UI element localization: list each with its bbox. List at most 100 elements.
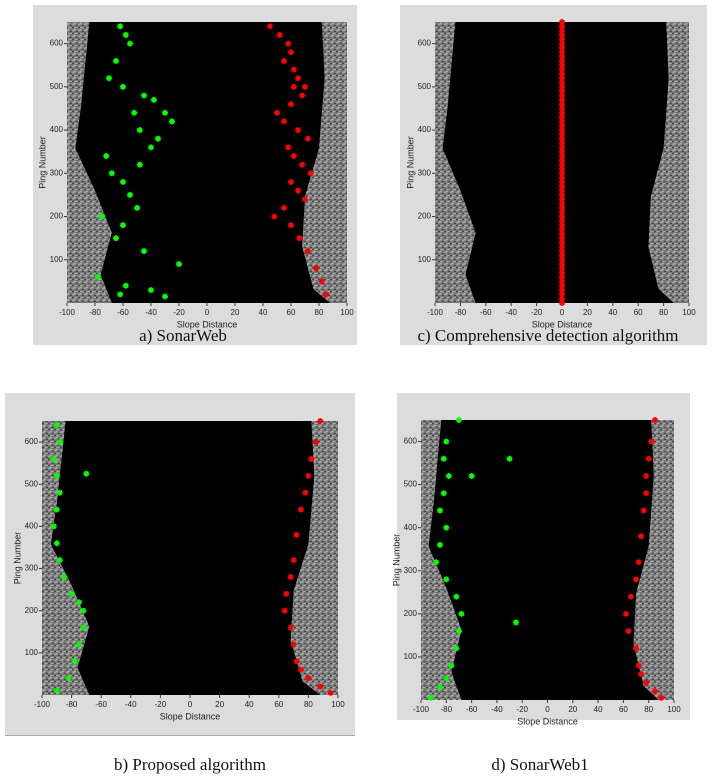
detection-point <box>308 170 314 176</box>
x-tick-label: 20 <box>583 308 592 317</box>
detection-point <box>643 680 649 686</box>
detection-point <box>106 75 112 81</box>
detection-point <box>298 507 304 513</box>
detection-point <box>428 695 434 701</box>
detection-point <box>141 248 147 254</box>
detection-point <box>72 658 78 664</box>
x-tick-label: 20 <box>215 700 224 709</box>
detection-point <box>295 75 301 81</box>
detection-point <box>652 417 658 423</box>
x-tick-label: -20 <box>516 705 528 714</box>
y-tick-label: 500 <box>25 479 39 488</box>
detection-point <box>117 291 123 297</box>
x-axis-label: Slope Distance <box>160 711 221 721</box>
detection-point <box>120 84 126 90</box>
x-tick-label: -60 <box>117 308 129 317</box>
detection-point <box>646 456 652 462</box>
detection-point <box>120 222 126 228</box>
detection-point <box>57 557 63 563</box>
detection-point <box>281 118 287 124</box>
caption: d) SonarWeb1 <box>491 755 588 774</box>
detection-point <box>113 58 119 64</box>
detection-point <box>80 625 86 631</box>
detection-point <box>148 144 154 150</box>
detection-point <box>652 688 658 694</box>
detection-point <box>298 667 304 673</box>
x-tick-label: -60 <box>480 308 492 317</box>
detection-point <box>328 690 334 696</box>
x-tick-label: -100 <box>59 308 76 317</box>
y-tick-label: 600 <box>50 39 64 48</box>
y-tick-label: 500 <box>50 82 64 91</box>
x-tick-label: -20 <box>531 308 543 317</box>
detection-point <box>633 645 639 651</box>
y-tick-label: 400 <box>418 125 432 134</box>
x-tick-label: -40 <box>491 705 503 714</box>
x-tick-label: 40 <box>594 705 603 714</box>
detection-point <box>623 611 629 617</box>
sonar-image <box>421 420 674 700</box>
detection-point <box>291 557 297 563</box>
y-tick-label: 300 <box>404 566 418 575</box>
detection-point <box>625 628 631 634</box>
detection-point <box>641 507 647 513</box>
caption: a) SonarWeb <box>139 326 227 345</box>
y-tick-label: 600 <box>418 39 432 48</box>
x-tick-label: -80 <box>89 308 101 317</box>
detection-point <box>638 671 644 677</box>
y-tick-label: 200 <box>25 606 39 615</box>
x-tick-label: 40 <box>245 700 254 709</box>
x-tick-label: 80 <box>644 705 653 714</box>
detection-point <box>80 608 86 614</box>
detection-point <box>69 591 75 597</box>
detection-point <box>57 490 63 496</box>
x-tick-label: 80 <box>659 308 668 317</box>
x-tick-label: -60 <box>95 700 107 709</box>
x-tick-label: 60 <box>274 700 283 709</box>
caption: b) Proposed algorithm <box>114 755 266 774</box>
x-tick-label: 40 <box>608 308 617 317</box>
detection-point <box>633 576 639 582</box>
detection-point <box>559 19 565 25</box>
y-tick-label: 400 <box>404 523 418 532</box>
y-tick-label: 200 <box>418 212 432 221</box>
detection-point <box>302 84 308 90</box>
detection-point <box>643 490 649 496</box>
detection-point <box>302 196 308 202</box>
y-axis-label: Ping Number <box>12 532 22 585</box>
x-tick-label: 0 <box>545 705 550 714</box>
detection-point <box>127 41 133 47</box>
detection-point <box>288 49 294 55</box>
detection-point <box>636 663 642 669</box>
detection-point <box>66 675 72 681</box>
detection-point <box>636 559 642 565</box>
detection-point <box>437 542 443 548</box>
detection-point <box>162 294 168 300</box>
x-tick-label: 60 <box>287 308 296 317</box>
detection-point <box>76 641 82 647</box>
x-axis-label: Slope Distance <box>517 716 578 726</box>
x-tick-label: -80 <box>441 705 453 714</box>
detection-point <box>281 58 287 64</box>
x-tick-label: 100 <box>331 700 345 709</box>
y-tick-label: 100 <box>404 652 418 661</box>
detection-point <box>437 684 443 690</box>
x-tick-label: 80 <box>304 700 313 709</box>
y-tick-label: 200 <box>404 609 418 618</box>
y-tick-label: 600 <box>404 437 418 446</box>
y-tick-label: 500 <box>418 82 432 91</box>
detection-point <box>291 641 297 647</box>
x-tick-label: -40 <box>125 700 137 709</box>
detection-point <box>628 594 634 600</box>
y-tick-label: 300 <box>50 168 64 177</box>
detection-point <box>513 619 519 625</box>
x-tick-label: -40 <box>145 308 157 317</box>
detection-point <box>643 473 649 479</box>
x-tick-label: 20 <box>231 308 240 317</box>
x-tick-label: 0 <box>560 308 565 317</box>
detection-point <box>51 523 57 529</box>
y-tick-label: 300 <box>418 168 432 177</box>
y-tick-label: 500 <box>404 480 418 489</box>
y-tick-label: 400 <box>50 125 64 134</box>
detection-point <box>54 540 60 546</box>
